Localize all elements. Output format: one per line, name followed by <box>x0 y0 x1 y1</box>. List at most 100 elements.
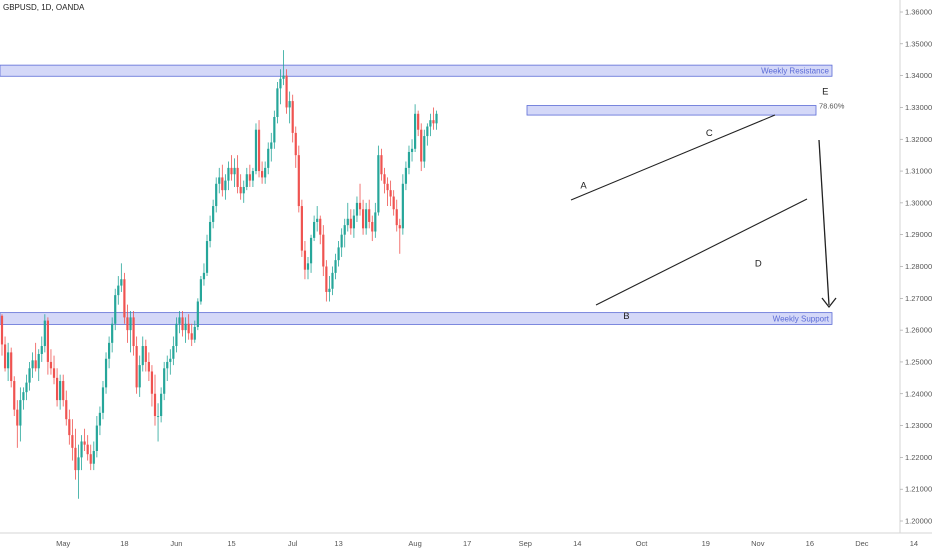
y-tick-label: 1.34000 <box>905 71 932 80</box>
candle-body <box>334 260 337 273</box>
candle-body <box>65 400 68 420</box>
candle-body <box>239 186 242 194</box>
candle-body <box>343 225 346 235</box>
candle-body <box>202 272 206 280</box>
candle-body <box>175 323 178 347</box>
candle-body <box>52 368 56 378</box>
wedge-upper-line[interactable] <box>570 114 776 201</box>
candle-body <box>233 167 236 175</box>
candle-body <box>22 392 25 401</box>
candle-body <box>92 451 95 464</box>
candle-body <box>114 295 117 324</box>
candle-body <box>7 352 10 369</box>
candle-body <box>306 263 310 270</box>
zone-label-1: Weekly Resistance <box>761 67 829 76</box>
candle-body <box>368 209 371 222</box>
x-tick-label: 14 <box>573 539 581 548</box>
x-tick-label: Jul <box>288 539 298 548</box>
candle-body <box>49 361 53 369</box>
candle-body <box>313 221 316 238</box>
candles-layer <box>0 50 438 499</box>
x-tick-label: 13 <box>334 539 342 548</box>
wave-label-b: B <box>623 311 629 322</box>
y-tick-label: 1.23000 <box>905 421 932 430</box>
wedge-lower-line[interactable] <box>595 198 808 306</box>
candle-body <box>184 323 187 331</box>
candle-body <box>68 419 71 436</box>
candle-body <box>270 142 273 149</box>
candle-body <box>374 212 377 232</box>
candle-body <box>423 136 426 162</box>
candle-body <box>316 218 319 222</box>
candle-body <box>10 352 13 382</box>
candle-body <box>111 323 114 343</box>
candle-body <box>169 358 172 362</box>
y-tick-label: 1.28000 <box>905 262 932 271</box>
y-tick-label: 1.35000 <box>905 39 932 48</box>
fib-band[interactable] <box>526 105 817 116</box>
candle-body <box>242 186 245 194</box>
candle-body <box>361 209 365 229</box>
projection-arrow-head <box>821 297 837 309</box>
candle-body <box>398 225 401 229</box>
candle-body <box>355 202 359 216</box>
candle-body <box>150 371 154 394</box>
candle-body <box>297 155 300 207</box>
candle-body <box>117 285 120 296</box>
candle-body <box>300 206 303 251</box>
candle-body <box>288 101 291 108</box>
candle-body <box>132 317 135 347</box>
candle-body <box>251 171 255 181</box>
candle-body <box>181 317 184 331</box>
candle-body <box>417 113 420 130</box>
zone-band-1[interactable] <box>0 64 833 77</box>
y-tick-label: 1.27000 <box>905 294 932 303</box>
candle-body <box>392 196 395 210</box>
candle-body <box>147 361 150 372</box>
candle-body <box>261 171 264 178</box>
candle-body <box>13 381 16 410</box>
zone-band-2[interactable] <box>0 312 833 325</box>
x-tick-label: 15 <box>227 539 235 548</box>
price-axis: 1.36000 1.35000 1.34000 1.33000 1.32000 1.310… <box>900 8 932 526</box>
candle-body <box>129 317 132 331</box>
candle-body <box>187 323 190 334</box>
candle-body <box>141 346 144 366</box>
candle-body <box>193 326 196 340</box>
candle-body <box>46 320 49 362</box>
candle-body <box>309 237 313 264</box>
candle-body <box>215 183 218 207</box>
candle-body <box>325 266 328 292</box>
candle-body <box>221 177 224 191</box>
candle-body <box>86 444 89 455</box>
y-tick-label: 1.36000 <box>905 8 932 17</box>
candle-body <box>279 78 282 89</box>
x-tick-label: Nov <box>751 539 765 548</box>
candle-body <box>383 174 386 184</box>
candle-body <box>31 360 34 369</box>
candle-body <box>138 365 141 388</box>
candle-body <box>212 206 215 222</box>
wave-label-d: D <box>755 259 762 270</box>
candle-body <box>404 167 408 184</box>
candle-body <box>156 416 160 417</box>
candle-body <box>435 113 438 124</box>
candle-body <box>98 412 102 426</box>
candle-body <box>89 454 92 464</box>
candle-body <box>407 151 411 168</box>
candle-body <box>377 155 380 213</box>
candle-body <box>80 441 83 458</box>
candle-body <box>95 425 98 452</box>
candle-body <box>208 221 212 242</box>
candle-body <box>37 353 40 369</box>
candle-body <box>257 129 261 172</box>
projection-arrow-line[interactable] <box>818 139 830 306</box>
candle-body <box>395 209 398 226</box>
candle-body <box>62 381 65 401</box>
candle-body <box>153 393 157 417</box>
y-tick-label: 1.29000 <box>905 230 932 239</box>
y-tick-label: 1.32000 <box>905 135 932 144</box>
candle-body <box>144 346 147 362</box>
price-axis-bg <box>900 0 932 550</box>
